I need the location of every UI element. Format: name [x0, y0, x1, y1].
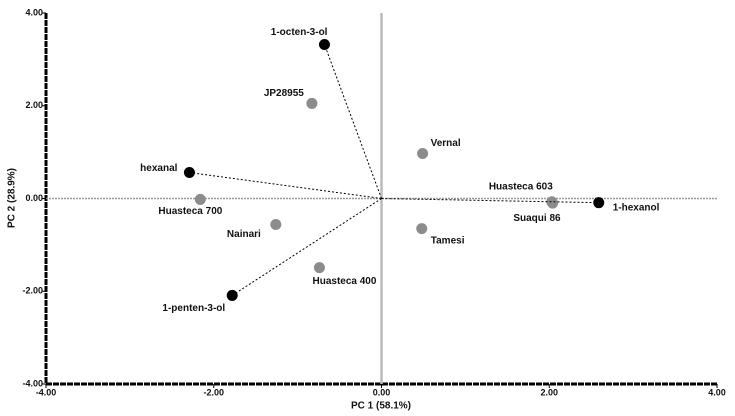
point-label: Huasteca 700 — [158, 206, 222, 217]
point — [318, 39, 330, 51]
point — [547, 197, 559, 209]
point — [183, 167, 195, 179]
point-label: Suaqui 86 — [513, 213, 561, 224]
point-label: Huasteca 400 — [312, 276, 376, 287]
point-label: Huasteca 603 — [489, 181, 553, 192]
y-tick-label: -4.00 — [22, 378, 43, 388]
y-tick-label: 0.00 — [25, 193, 43, 203]
y-axis-label: PC 2 (28.9%) — [7, 168, 18, 228]
point-label: JP28955 — [264, 88, 304, 99]
point — [593, 197, 605, 209]
loading-vector — [189, 172, 382, 199]
point — [226, 289, 238, 301]
x-tick-label: 4.00 — [708, 387, 726, 397]
point-label: 1-hexanol — [613, 202, 660, 213]
x-tick-label: 2.00 — [540, 387, 558, 397]
point — [313, 262, 325, 274]
point-label: Vernal — [431, 138, 461, 149]
point-label: hexanal — [140, 163, 177, 174]
x-axis-label: PC 1 (58.1%) — [351, 401, 411, 412]
x-tick-label: -2.00 — [203, 387, 224, 397]
point — [416, 223, 428, 235]
point — [270, 218, 282, 230]
point-label: Tamesi — [431, 235, 465, 246]
y-tick-label: -2.00 — [22, 286, 43, 296]
y-tick-label: 2.00 — [25, 100, 43, 110]
point — [306, 97, 318, 109]
loading-vector — [323, 44, 382, 199]
y-tick-label: 4.00 — [25, 7, 43, 17]
point-label: 1-penten-3-ol — [162, 303, 225, 314]
loading-vector — [231, 198, 382, 296]
point — [417, 148, 429, 160]
point-label: 1-octen-3-ol — [271, 27, 328, 38]
point-label: Nainari — [227, 229, 261, 240]
point — [194, 193, 206, 205]
loading-vector — [381, 198, 599, 204]
x-tick-label: 0.00 — [373, 387, 391, 397]
x-tick-label: -4.00 — [36, 387, 57, 397]
